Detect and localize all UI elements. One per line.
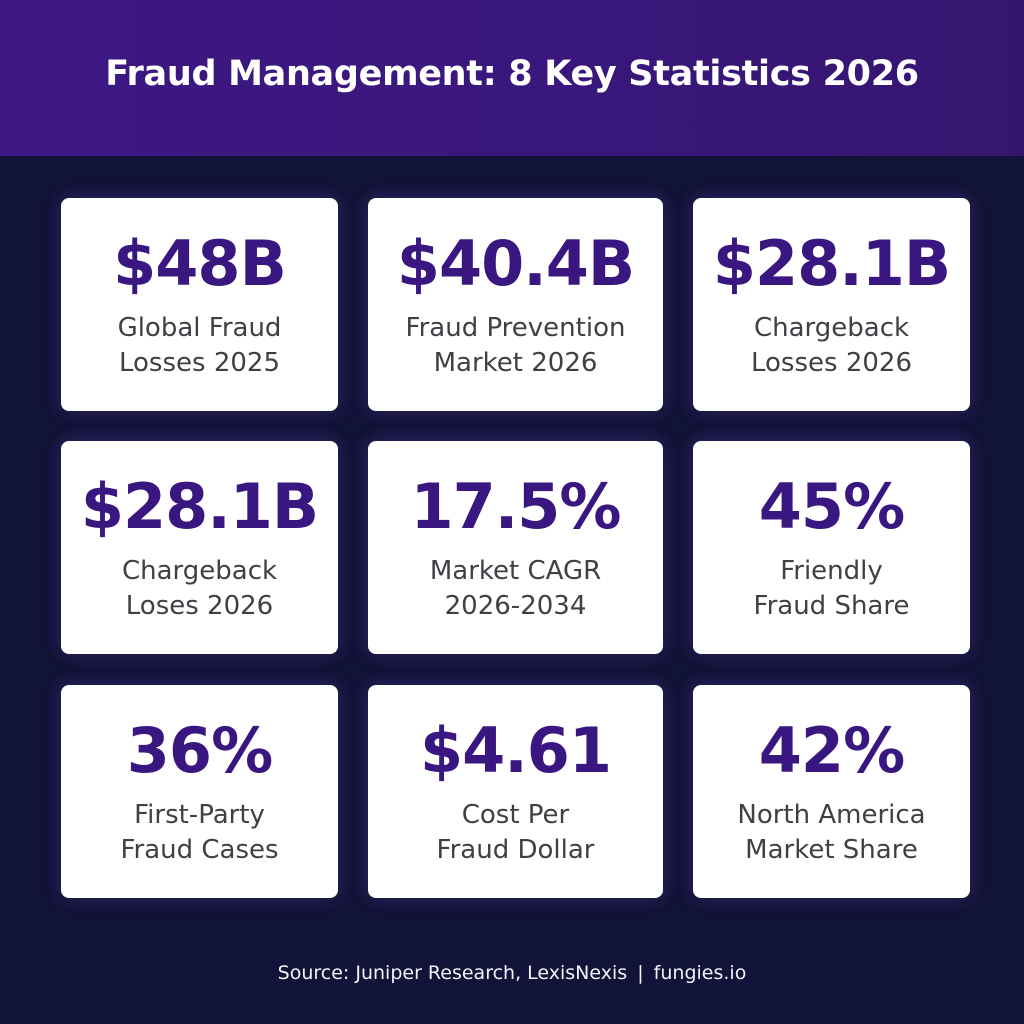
stat-card: $48B Global Fraud Losses 2025 bbox=[61, 198, 338, 411]
header-banner: Fraud Management: 8 Key Statistics 2026 bbox=[0, 0, 1024, 156]
stat-value: 36% bbox=[126, 714, 273, 787]
stat-value: $4.61 bbox=[419, 714, 612, 787]
stat-label-line: Fraud Share bbox=[753, 591, 910, 621]
stat-label: Market CAGR 2026-2034 bbox=[368, 554, 663, 624]
stat-label-line: 2026-2034 bbox=[444, 591, 587, 621]
stat-label: North America Market Share bbox=[693, 798, 970, 868]
stat-label: Fraud Prevention Market 2026 bbox=[368, 311, 663, 381]
stat-card: $28.1B Chargeback Loses 2026 bbox=[61, 441, 338, 654]
stat-value: 17.5% bbox=[410, 470, 621, 543]
stat-label: Chargeback Loses 2026 bbox=[61, 554, 338, 624]
stat-value: $40.4B bbox=[396, 227, 635, 300]
stat-label: Cost Per Fraud Dollar bbox=[368, 798, 663, 868]
stat-label: Chargeback Losses 2026 bbox=[693, 311, 970, 381]
stat-label: First-Party Fraud Cases bbox=[61, 798, 338, 868]
stat-label-line: Cost Per bbox=[461, 800, 570, 830]
stat-value: $28.1B bbox=[712, 227, 951, 300]
stat-label-line: Market CAGR bbox=[429, 556, 602, 586]
stat-value: 45% bbox=[758, 470, 905, 543]
source-text: Source: Juniper Research, LexisNexis bbox=[277, 962, 628, 984]
stat-label-line: Market Share bbox=[745, 835, 918, 865]
stat-value: 42% bbox=[758, 714, 905, 787]
stat-label-line: Chargeback bbox=[753, 313, 910, 343]
stat-card: 36% First-Party Fraud Cases bbox=[61, 685, 338, 898]
stat-label-line: Losses 2026 bbox=[750, 348, 912, 378]
stat-label-line: First-Party bbox=[134, 800, 265, 830]
footer-source: Source: Juniper Research, LexisNexis | f… bbox=[0, 962, 1024, 984]
stat-label-line: Market 2026 bbox=[433, 348, 598, 378]
stat-label-line: Fraud Dollar bbox=[436, 835, 595, 865]
stat-card: 45% Friendly Fraud Share bbox=[693, 441, 970, 654]
stat-card: $40.4B Fraud Prevention Market 2026 bbox=[368, 198, 663, 411]
page-title: Fraud Management: 8 Key Statistics 2026 bbox=[105, 54, 919, 94]
stat-card: 42% North America Market Share bbox=[693, 685, 970, 898]
stat-label-line: Chargeback bbox=[121, 556, 278, 586]
stat-label-line: Losses 2025 bbox=[118, 348, 280, 378]
site-name: fungies.io bbox=[653, 962, 747, 984]
stat-card: 17.5% Market CAGR 2026-2034 bbox=[368, 441, 663, 654]
stat-label-line: Global Fraud bbox=[117, 313, 282, 343]
stat-card: $28.1B Chargeback Losses 2026 bbox=[693, 198, 970, 411]
stat-label: Global Fraud Losses 2025 bbox=[61, 311, 338, 381]
footer-separator: | bbox=[637, 962, 644, 984]
stat-value: $28.1B bbox=[80, 470, 319, 543]
stat-label-line: Fraud Prevention bbox=[405, 313, 626, 343]
stat-card: $4.61 Cost Per Fraud Dollar bbox=[368, 685, 663, 898]
stat-label-line: Friendly bbox=[780, 556, 883, 586]
stat-label-line: Loses 2026 bbox=[125, 591, 274, 621]
stat-value: $48B bbox=[113, 227, 287, 300]
stat-label-line: North America bbox=[737, 800, 926, 830]
stat-label: Friendly Fraud Share bbox=[693, 554, 970, 624]
stat-label-line: Fraud Cases bbox=[120, 835, 279, 865]
